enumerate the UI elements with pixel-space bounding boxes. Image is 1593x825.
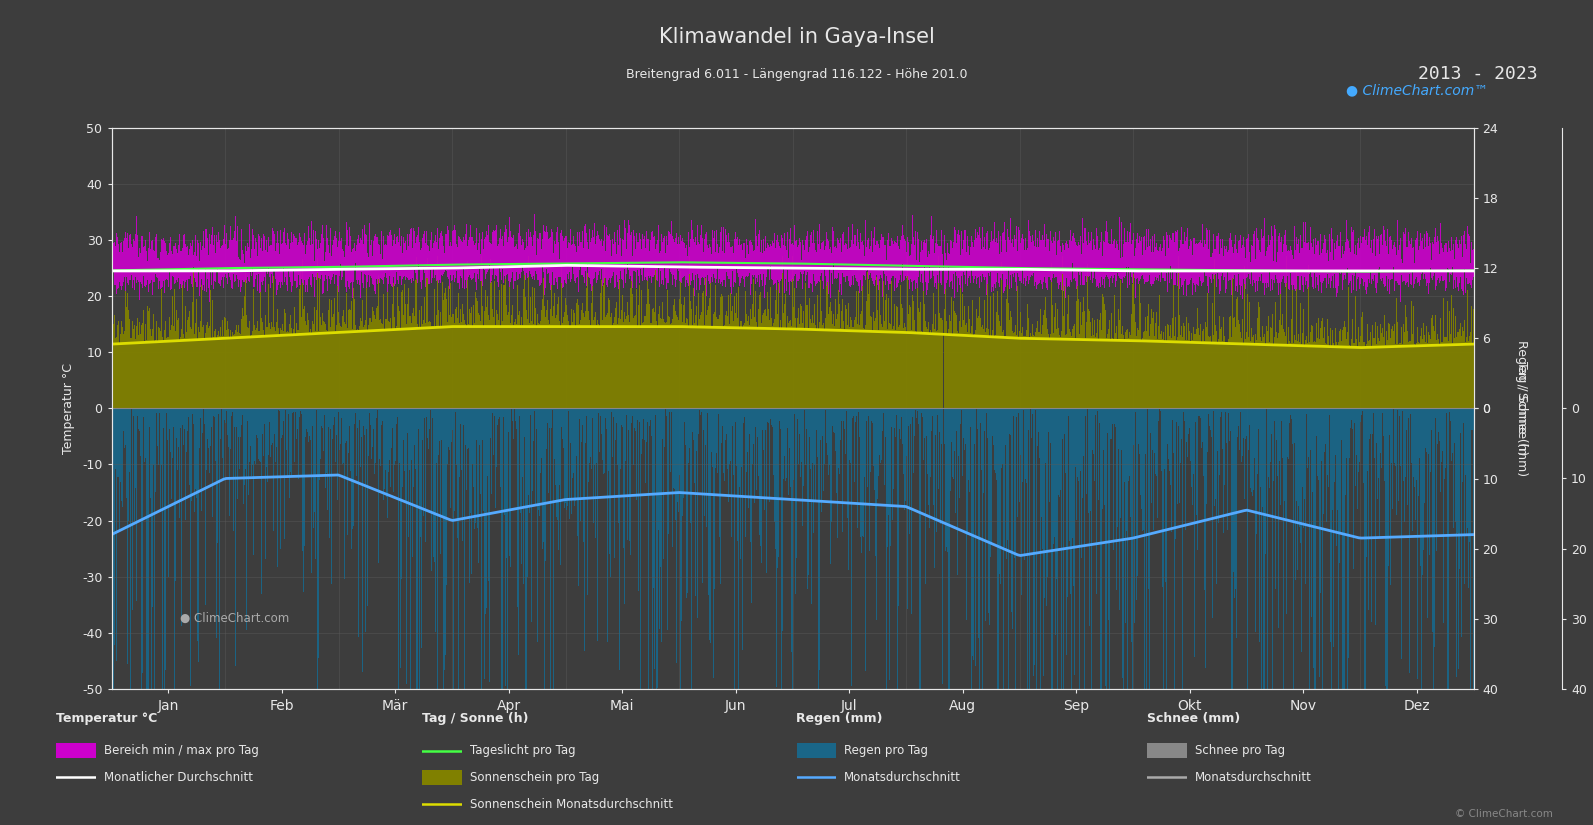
Text: Monatsdurchschnitt: Monatsdurchschnitt [1195, 771, 1311, 784]
Text: Tag / Sonne (h): Tag / Sonne (h) [422, 712, 529, 725]
Text: Sonnenschein Monatsdurchschnitt: Sonnenschein Monatsdurchschnitt [470, 798, 672, 811]
Text: Monatsdurchschnitt: Monatsdurchschnitt [844, 771, 961, 784]
Text: © ClimeChart.com: © ClimeChart.com [1456, 808, 1553, 818]
Text: Temperatur °C: Temperatur °C [56, 712, 158, 725]
Text: Schnee pro Tag: Schnee pro Tag [1195, 744, 1286, 757]
Y-axis label: Tag / Sonne (h): Tag / Sonne (h) [1515, 361, 1528, 455]
Text: ● ClimeChart.com: ● ClimeChart.com [180, 611, 288, 625]
Text: Tageslicht pro Tag: Tageslicht pro Tag [470, 744, 575, 757]
Text: ● ClimeChart.com™: ● ClimeChart.com™ [1346, 84, 1488, 97]
Text: Klimawandel in Gaya-Insel: Klimawandel in Gaya-Insel [658, 27, 935, 47]
Text: Bereich min / max pro Tag: Bereich min / max pro Tag [104, 744, 258, 757]
Text: Regen (mm): Regen (mm) [796, 712, 883, 725]
Text: Monatlicher Durchschnitt: Monatlicher Durchschnitt [104, 771, 253, 784]
Text: 2013 - 2023: 2013 - 2023 [1418, 65, 1537, 83]
Y-axis label: Regen / Schnee (mm): Regen / Schnee (mm) [1515, 340, 1528, 477]
Text: Schnee (mm): Schnee (mm) [1147, 712, 1241, 725]
Y-axis label: Temperatur °C: Temperatur °C [62, 363, 75, 454]
Text: Sonnenschein pro Tag: Sonnenschein pro Tag [470, 771, 599, 784]
Text: Regen pro Tag: Regen pro Tag [844, 744, 929, 757]
Text: Breitengrad 6.011 - Längengrad 116.122 - Höhe 201.0: Breitengrad 6.011 - Längengrad 116.122 -… [626, 68, 967, 81]
